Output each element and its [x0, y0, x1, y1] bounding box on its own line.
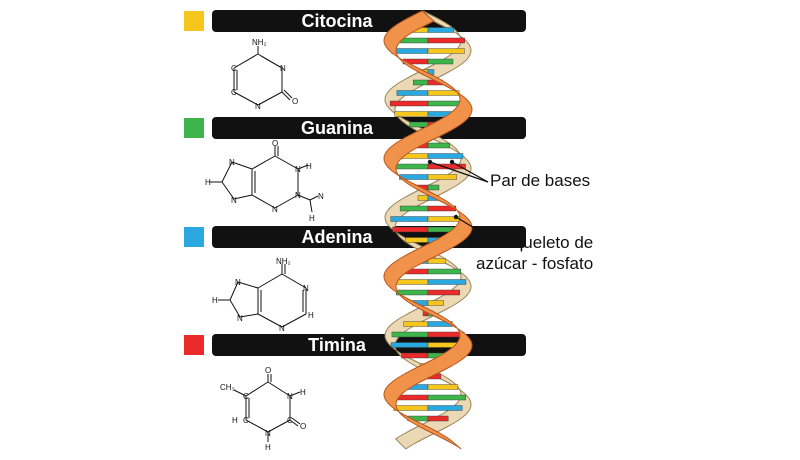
base-pair-segment — [403, 321, 429, 327]
timina-swatch — [184, 335, 204, 355]
base-pair-dot — [427, 159, 433, 165]
guanina-swatch — [184, 118, 204, 138]
base-pair-segment — [427, 37, 465, 44]
timina-c6: C — [243, 416, 249, 425]
adenina-nh2: NH₂ — [276, 257, 291, 266]
citocina-n1: N — [255, 102, 261, 111]
timina-h3: H — [300, 388, 306, 397]
adenina-n9: N — [237, 314, 243, 323]
guanina-n1: N — [295, 165, 301, 174]
adenina-h8: H — [212, 296, 218, 305]
adenina-label: Adenina — [301, 227, 373, 247]
guanina-nh: N — [318, 192, 324, 201]
base-pair-segment — [427, 258, 446, 264]
base-pair-segment — [392, 226, 429, 233]
timina-c2: C — [287, 416, 293, 425]
base-pair-segment — [417, 195, 429, 201]
front-strand — [383, 10, 473, 450]
base-pair-segment — [393, 405, 429, 411]
base-pair-segment — [427, 300, 444, 306]
base-pair-segment — [427, 163, 466, 170]
base-pair-segment — [391, 331, 429, 338]
sugar-phosphate-backbone-front — [383, 10, 473, 450]
adenina-h2: H — [308, 311, 314, 320]
citocina-c6: C — [231, 88, 237, 97]
base-pair-segment — [427, 58, 454, 65]
adenina-n3: N — [279, 324, 285, 333]
base-pairs — [389, 27, 467, 422]
citocina-n3: N — [280, 64, 286, 73]
timina-o4: O — [265, 366, 271, 375]
base-pair-segment — [427, 384, 459, 390]
base-pair-segment — [427, 415, 449, 422]
timina-structure — [233, 374, 301, 442]
base-pair-segment — [390, 342, 429, 348]
guanina-n3: N — [272, 205, 278, 214]
base-pair-segment — [399, 205, 429, 212]
guanina-c2: N — [295, 191, 301, 200]
base-pair-segment — [401, 352, 429, 359]
base-pair-segment — [389, 100, 429, 107]
callouts — [429, 161, 495, 241]
guanina-h1: H — [306, 162, 312, 171]
adenina-n7: N — [235, 278, 241, 287]
guanina-n9: N — [231, 196, 237, 205]
timina-n1: N — [265, 429, 271, 438]
timina-label-pill: Timina — [212, 334, 526, 356]
timina-n3: N — [287, 392, 293, 401]
base-pair-segment — [427, 142, 450, 149]
base-pair-segment — [396, 289, 429, 296]
base-pair-segment — [427, 268, 461, 275]
timina-ch3: CH₃ — [220, 383, 235, 392]
backbone-dot — [453, 214, 459, 220]
guanina-o: O — [272, 139, 278, 148]
base-pair-label: Par de bases — [490, 171, 591, 190]
base-pair-segment — [405, 237, 429, 243]
citocina-swatch — [184, 11, 204, 31]
timina-c5: C — [243, 392, 249, 401]
citocina-o: O — [292, 97, 298, 106]
adenina-swatch — [184, 227, 204, 247]
timina-h6: H — [232, 416, 238, 425]
guanina-h2: H — [309, 214, 315, 223]
base-pair-segment — [409, 121, 429, 128]
guanina-n7: N — [229, 158, 235, 167]
backbone-label-line1: Esqueleto de — [494, 233, 594, 252]
backbone-label-line2: azúcar - fosfato — [476, 254, 594, 273]
base-pair-segment — [427, 184, 440, 191]
guanina-h8: H — [205, 178, 211, 187]
citocina-c5: C — [231, 64, 237, 73]
timina-h1: H — [265, 443, 271, 452]
citocina-label: Citocina — [301, 11, 373, 31]
guanina-structure — [210, 146, 319, 213]
base-pair-segment — [396, 90, 429, 96]
base-pair-segment — [427, 405, 463, 411]
base-pair-segment — [427, 174, 457, 180]
base-pair-segment — [427, 394, 466, 401]
timina-o2: O — [300, 422, 306, 431]
adenina-structure — [218, 264, 307, 328]
base-pair-segment — [394, 111, 429, 117]
base-pair-segment — [427, 279, 467, 285]
base-pair-segment — [413, 79, 429, 86]
base-pair-segment — [427, 289, 460, 296]
base-pair-segment — [427, 48, 465, 54]
adenina-n1: N — [303, 284, 309, 293]
guanina-label: Guanina — [300, 118, 373, 138]
base-pair-segment — [390, 216, 429, 222]
timina-label: Timina — [308, 335, 366, 355]
base-pair-segment — [427, 153, 464, 159]
base-pair-segment — [391, 48, 429, 54]
citocina-structure — [233, 46, 293, 106]
base-pair-dot — [449, 159, 455, 165]
base-pair-segment — [427, 331, 465, 338]
base-pair-segment — [427, 27, 454, 33]
citocina-nh2: NH₂ — [252, 38, 267, 47]
